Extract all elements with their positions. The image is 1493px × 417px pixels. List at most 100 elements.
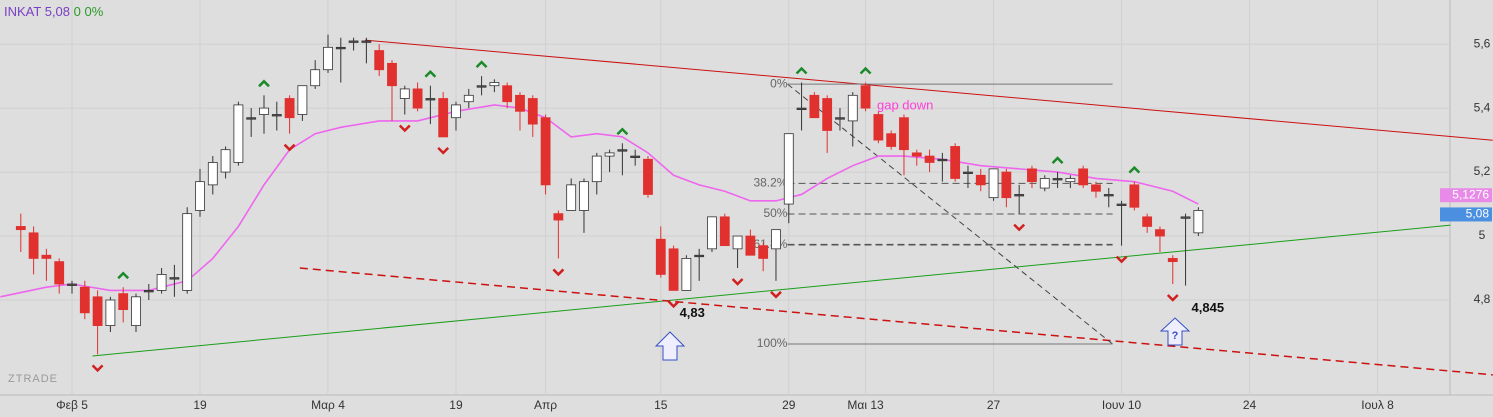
question-mark: ? xyxy=(1172,330,1179,342)
signal-down xyxy=(770,290,782,299)
signal-down xyxy=(1166,294,1179,302)
x-tick-label: Φεβ 5 xyxy=(56,398,88,412)
signal-down xyxy=(731,278,744,286)
candle-body xyxy=(425,98,436,101)
candle-body xyxy=(681,258,692,291)
watermark: ZTRADE xyxy=(8,373,58,385)
candle-body xyxy=(975,174,986,186)
x-tick-label: 29 xyxy=(782,398,796,412)
candle-body xyxy=(79,286,90,314)
candle-body xyxy=(246,117,257,120)
candle-body xyxy=(143,290,154,293)
candle-body xyxy=(732,235,743,250)
candle-body xyxy=(438,98,449,138)
signal-up xyxy=(795,66,808,75)
candle-body xyxy=(220,149,231,173)
x-tick-label: Απρ xyxy=(534,398,557,412)
candle-body xyxy=(131,296,141,326)
candle-body xyxy=(412,88,423,109)
candle-body xyxy=(783,133,794,205)
x-tick-label: 27 xyxy=(987,398,1001,412)
candle-body xyxy=(1193,210,1204,234)
candle-body xyxy=(156,274,167,291)
candle-body xyxy=(15,226,26,231)
signal-up xyxy=(1051,156,1064,164)
plot: 0%38.2%50%61.8%100%4,83 4,845 xyxy=(0,0,1493,395)
x-tick-label: 15 xyxy=(654,398,668,412)
candle-body xyxy=(271,114,282,117)
candle-body xyxy=(361,40,372,43)
candle-body xyxy=(988,168,999,199)
candle-body xyxy=(310,69,321,87)
signal-up xyxy=(117,271,130,280)
candle-body xyxy=(758,245,769,259)
y-tick-label: 5 xyxy=(1479,228,1486,242)
fib-label: 0% xyxy=(770,76,788,90)
candle-body xyxy=(476,85,487,88)
candle-body xyxy=(323,46,333,71)
signal-down xyxy=(398,124,411,133)
candle-body xyxy=(387,62,397,87)
last-price: 5,08 xyxy=(45,4,70,19)
header: INKAT 5,08 0 0% xyxy=(4,4,104,19)
x-tick-label: Ιουλ 8 xyxy=(1361,398,1394,412)
moving-average xyxy=(0,104,1199,298)
trendline xyxy=(365,39,1493,141)
candle-body xyxy=(643,158,653,195)
signal-up xyxy=(475,60,488,69)
candle-body xyxy=(1142,216,1153,227)
x-tick-label: Μαι 13 xyxy=(847,398,884,412)
x-tick-label: Μαρ 4 xyxy=(311,398,345,412)
annotation: gap down xyxy=(877,97,933,112)
signal-down xyxy=(91,364,104,373)
candle-body xyxy=(527,98,538,125)
candle-body xyxy=(655,238,666,275)
signal-up xyxy=(424,69,437,78)
candle-body xyxy=(54,261,65,285)
x-tick-label: 24 xyxy=(1243,398,1257,412)
candle-body xyxy=(489,82,500,87)
candle-body xyxy=(579,181,589,211)
change: 0 0% xyxy=(74,4,104,19)
candle-body xyxy=(28,232,39,259)
candle-body xyxy=(1014,194,1025,197)
candle-body xyxy=(233,104,244,163)
candle-body xyxy=(604,152,615,157)
fib-label: 100% xyxy=(757,336,788,350)
candle-body xyxy=(1167,258,1178,263)
candle-body xyxy=(41,254,52,259)
candle-body xyxy=(1103,194,1114,197)
candle-body xyxy=(796,107,807,111)
candle-body xyxy=(630,155,641,158)
candle-body xyxy=(463,94,474,103)
hollow-arrow xyxy=(1159,317,1191,346)
candle-body xyxy=(1180,216,1191,219)
x-tick-label: Ιουν 10 xyxy=(1102,398,1142,412)
candle-body xyxy=(182,213,193,291)
candle-body xyxy=(540,117,551,186)
candle-body xyxy=(1027,168,1037,183)
signal-down xyxy=(1013,223,1026,232)
y-tick-label: 5,2 xyxy=(1474,164,1491,178)
signal-up xyxy=(1128,165,1141,174)
candle-body xyxy=(745,235,756,256)
candle-body xyxy=(911,152,922,157)
candle-body xyxy=(502,85,513,103)
candle-body xyxy=(809,94,820,119)
candle-body xyxy=(1039,178,1050,189)
fib-label: 38.2% xyxy=(753,176,787,190)
signal-up xyxy=(859,66,872,75)
signal-down xyxy=(1115,255,1128,264)
candle-body xyxy=(515,94,525,112)
low-label: 4,83 xyxy=(680,305,705,320)
candle-body xyxy=(963,171,973,174)
candle-body xyxy=(297,85,308,115)
candle-body xyxy=(694,254,705,258)
signal-up xyxy=(616,127,629,136)
candle-body xyxy=(847,94,858,122)
candle-body xyxy=(591,155,602,183)
candle-body xyxy=(707,216,717,250)
low-label: 4,845 xyxy=(1192,300,1225,315)
